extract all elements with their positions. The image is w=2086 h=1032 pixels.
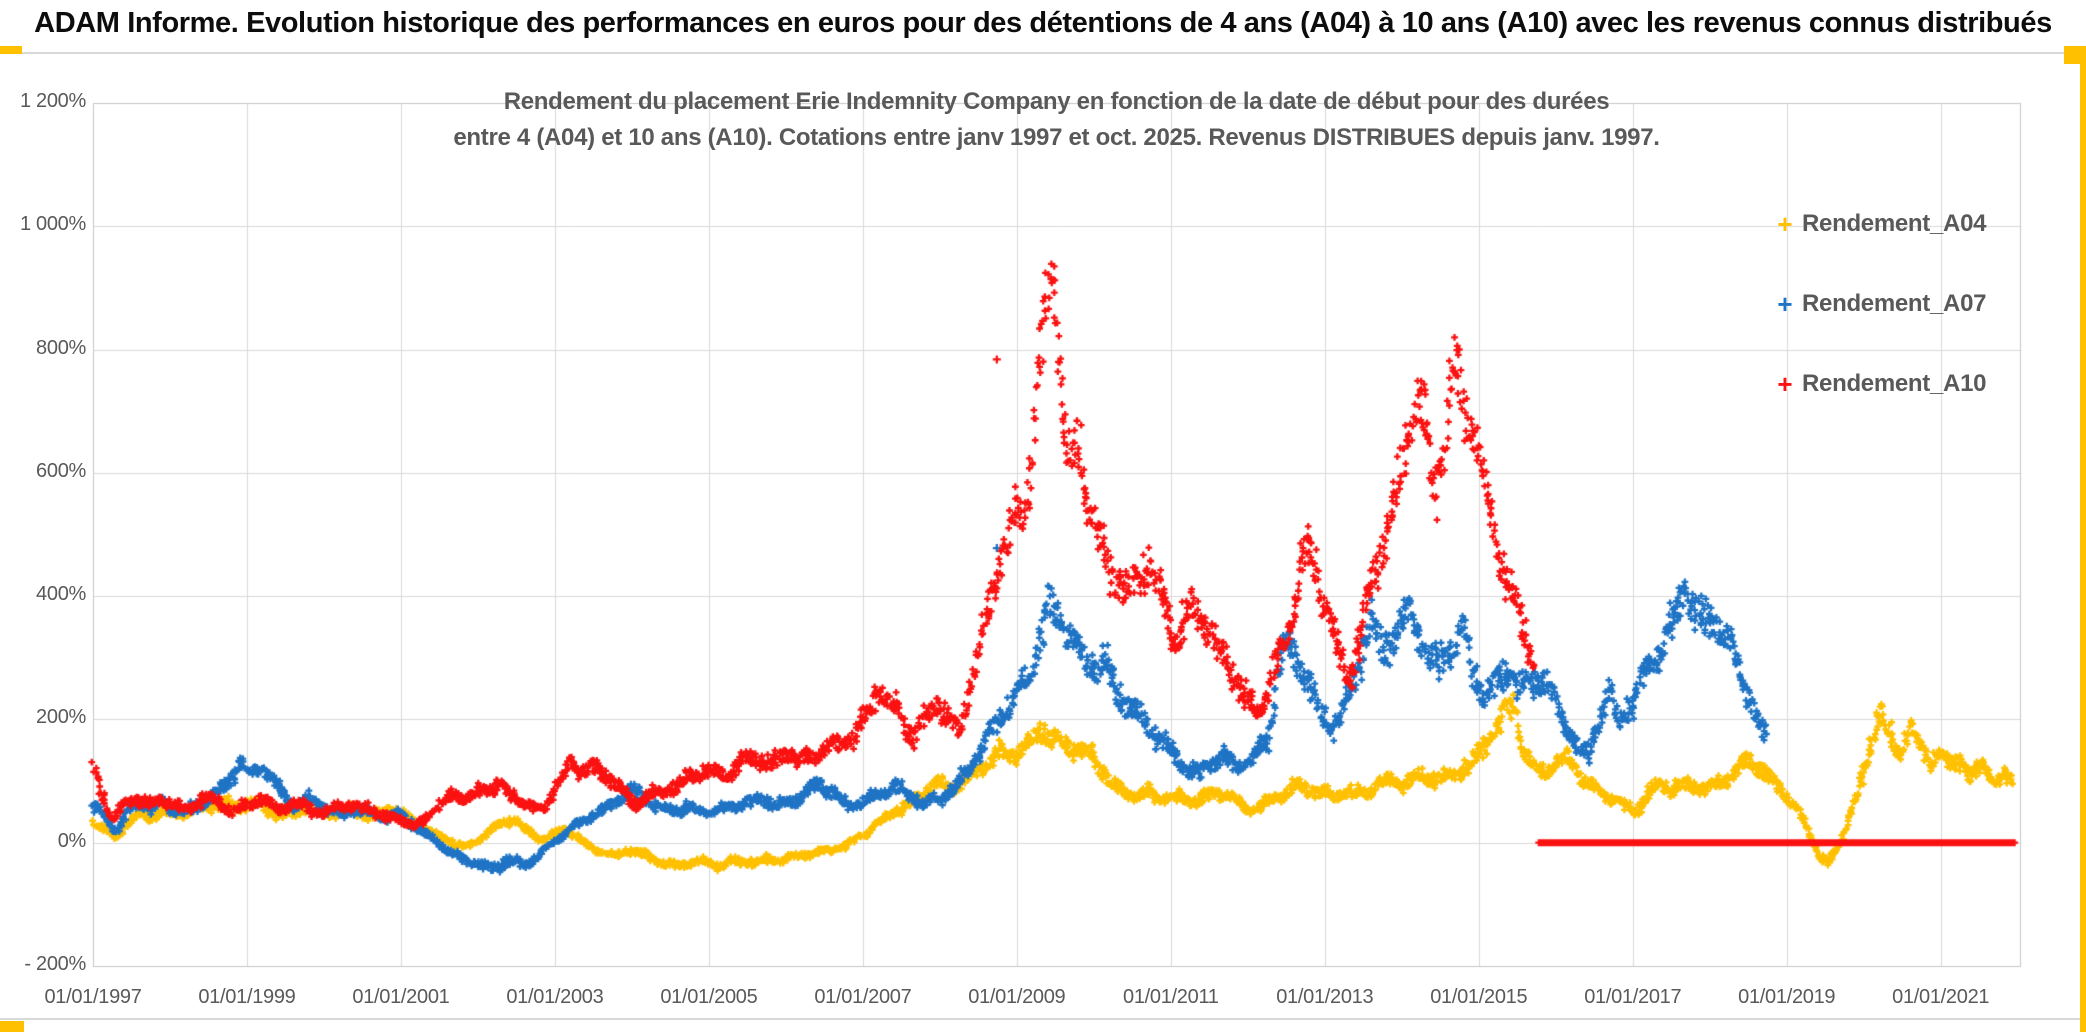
- x-axis-tick-label: 01/01/2011: [1123, 986, 1219, 1008]
- y-axis-tick-label: - 200%: [24, 953, 86, 975]
- y-axis-tick-label: 0%: [57, 829, 87, 852]
- x-axis-tick-label: 01/01/2015: [1430, 986, 1528, 1008]
- y-axis-tick-label: 1 200%: [19, 90, 86, 112]
- y-axis-tick-label: 400%: [36, 583, 86, 606]
- page-title: ADAM Informe. Evolution historique des p…: [34, 6, 2052, 39]
- x-axis-tick-label: 01/01/2021: [1892, 986, 1990, 1008]
- chart-legend: + Rendement_A04 + Rendement_A07 + Rendement_A…: [1768, 184, 2068, 424]
- header-banner: ADAM Informe. Evolution historique des p…: [0, 0, 2086, 46]
- legend-item: + Rendement_A10: [1768, 344, 2068, 424]
- x-axis-tick-label: 01/01/1999: [198, 986, 296, 1008]
- y-axis-tick-label: 600%: [36, 459, 86, 482]
- legend-item: + Rendement_A07: [1768, 264, 2068, 344]
- x-axis-tick-label: 01/01/2017: [1584, 986, 1682, 1008]
- plus-marker-icon: +: [1777, 289, 1793, 319]
- plus-marker-icon: +: [1777, 369, 1793, 399]
- x-axis-tick-label: 01/01/1997: [44, 986, 142, 1008]
- legend-item: + Rendement_A04: [1768, 184, 2068, 264]
- chart-title-line2: entre 4 (A04) et 10 ans (A10). Cotations…: [453, 124, 1660, 151]
- x-axis-tick-label: 01/01/2007: [814, 986, 912, 1008]
- y-axis-tick-label: 200%: [36, 706, 86, 729]
- x-axis-tick-label: 01/01/2005: [660, 986, 758, 1008]
- x-axis-tick-label: 01/01/2003: [506, 986, 604, 1008]
- plus-marker-icon: +: [1777, 209, 1793, 239]
- y-axis-tick-label: 800%: [36, 336, 86, 359]
- y-axis-tick-label: 1 000%: [19, 213, 86, 236]
- footer-divider: [0, 1018, 2086, 1020]
- chart-title-line1: Rendement du placement Erie Indemnity Co…: [503, 88, 1610, 115]
- accent-top-left: [0, 46, 22, 54]
- x-axis-tick-label: 01/01/2001: [352, 986, 450, 1008]
- legend-label: Rendement_A10: [1802, 370, 1987, 397]
- legend-label: Rendement_A07: [1802, 290, 1987, 317]
- accent-bottom-left: [0, 1021, 24, 1032]
- x-axis-tick-label: 01/01/2009: [968, 986, 1066, 1008]
- x-axis-tick-label: 01/01/2013: [1276, 986, 1374, 1008]
- legend-label: Rendement_A04: [1802, 210, 1987, 237]
- x-axis-tick-label: 01/01/2019: [1738, 986, 1836, 1008]
- header-divider: [0, 52, 2086, 54]
- accent-right-strip: [2080, 46, 2086, 1032]
